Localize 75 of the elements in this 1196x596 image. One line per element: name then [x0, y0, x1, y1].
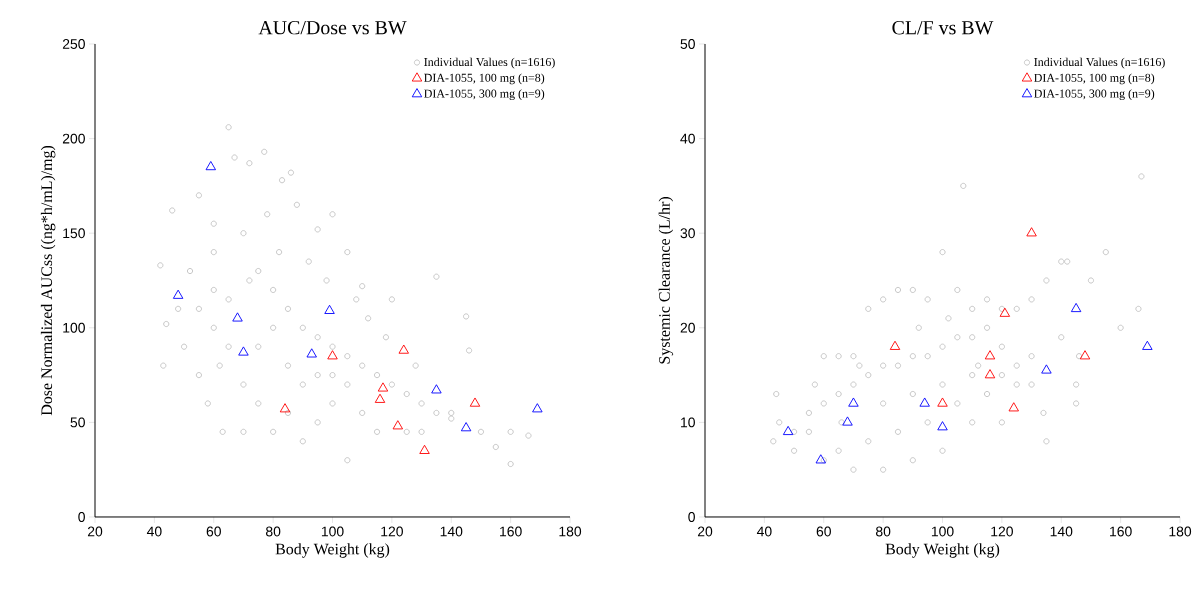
y-tick-label: 150 [63, 228, 85, 239]
x-axis-title: Body Weight (kg) [275, 543, 390, 558]
x-tick-label: 40 [146, 526, 162, 537]
x-tick-label: 80 [875, 526, 891, 537]
y-axis-title: Dose Normalized AUCss ((ng*h/mL)/mg) [40, 145, 56, 416]
point [431, 384, 442, 394]
y-tick-label: 200 [62, 133, 85, 144]
point [238, 346, 249, 356]
y-tick-label: 40 [680, 133, 695, 144]
y-tick-label: 50 [680, 39, 695, 49]
point [532, 403, 543, 413]
point [324, 304, 335, 314]
y-axis-title: Systemic Clearance (L/hr) [658, 197, 674, 364]
legend-label: DIA-1055, 300 mg (n=9) [424, 89, 545, 101]
x-tick-label: 100 [931, 526, 954, 537]
point [984, 350, 996, 360]
y-tick-label: 10 [681, 417, 695, 428]
point [937, 421, 948, 431]
legend-label: DIA-1055, 100 mg (n=8) [1034, 73, 1155, 85]
x-tick-label: 20 [87, 526, 103, 537]
x-tick-label: 140 [440, 526, 463, 537]
point [999, 307, 1011, 317]
legend-label: Individual Values (n=1616) [1034, 57, 1165, 69]
point [460, 422, 472, 432]
legend-label: Individual Values (n=1616) [424, 57, 555, 69]
point [377, 382, 389, 392]
x-tick-label: 20 [697, 526, 713, 537]
point [782, 425, 794, 436]
point [232, 312, 243, 322]
x-tick-label: 160 [1110, 526, 1132, 537]
y-tick-label: 20 [680, 322, 695, 333]
point [1041, 364, 1052, 374]
point [374, 393, 386, 403]
y-tick-label: 30 [680, 228, 695, 239]
point [1026, 227, 1037, 237]
point [306, 348, 317, 358]
x-tick-label: 140 [1050, 526, 1073, 537]
point [1008, 402, 1019, 412]
x-tick-label: 160 [500, 526, 522, 537]
point [842, 416, 853, 426]
x-tick-label: 60 [816, 526, 831, 537]
point [1079, 350, 1091, 360]
x-axis-title: Body Weight (kg) [885, 543, 1000, 558]
chart-title: AUC/Dose vs BW [258, 21, 407, 35]
point [1070, 302, 1082, 313]
x-tick-label: 120 [381, 526, 403, 537]
y-tick-label: 0 [688, 512, 695, 522]
point [984, 369, 996, 379]
y-tick-label: 0 [78, 512, 85, 522]
point [815, 454, 827, 464]
y-tick-label: 250 [62, 39, 85, 49]
legend-label: DIA-1055, 100 mg (n=8) [424, 73, 545, 85]
point [419, 444, 430, 454]
point [392, 420, 404, 430]
point [172, 289, 184, 299]
x-tick-label: 100 [321, 526, 344, 537]
point [205, 161, 217, 171]
point [848, 397, 859, 407]
x-tick-label: 40 [756, 526, 772, 537]
x-tick-label: 120 [991, 526, 1013, 537]
y-tick-label: 50 [70, 417, 85, 428]
chart-title: CL/F vs BW [892, 21, 994, 35]
x-tick-label: 80 [265, 526, 281, 537]
y-tick-label: 100 [63, 322, 85, 333]
point [327, 350, 338, 360]
point [469, 397, 481, 407]
point [937, 397, 948, 407]
legend-label: DIA-1055, 300 mg (n=9) [1034, 89, 1155, 101]
x-tick-label: 180 [1169, 526, 1192, 537]
point [398, 344, 409, 354]
point [919, 397, 930, 407]
point [1142, 340, 1153, 350]
x-tick-label: 60 [206, 526, 221, 537]
x-tick-label: 180 [559, 526, 582, 537]
point [889, 340, 901, 350]
